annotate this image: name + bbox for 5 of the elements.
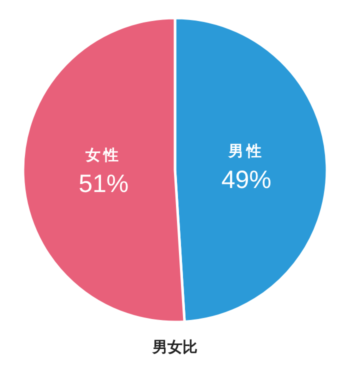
data-label: 49% <box>221 166 272 194</box>
slice-label: 男性 <box>227 142 264 160</box>
text: 男女比 <box>152 339 198 356</box>
data-label: 51% <box>78 170 129 198</box>
slice-label: 女性 <box>84 147 122 164</box>
